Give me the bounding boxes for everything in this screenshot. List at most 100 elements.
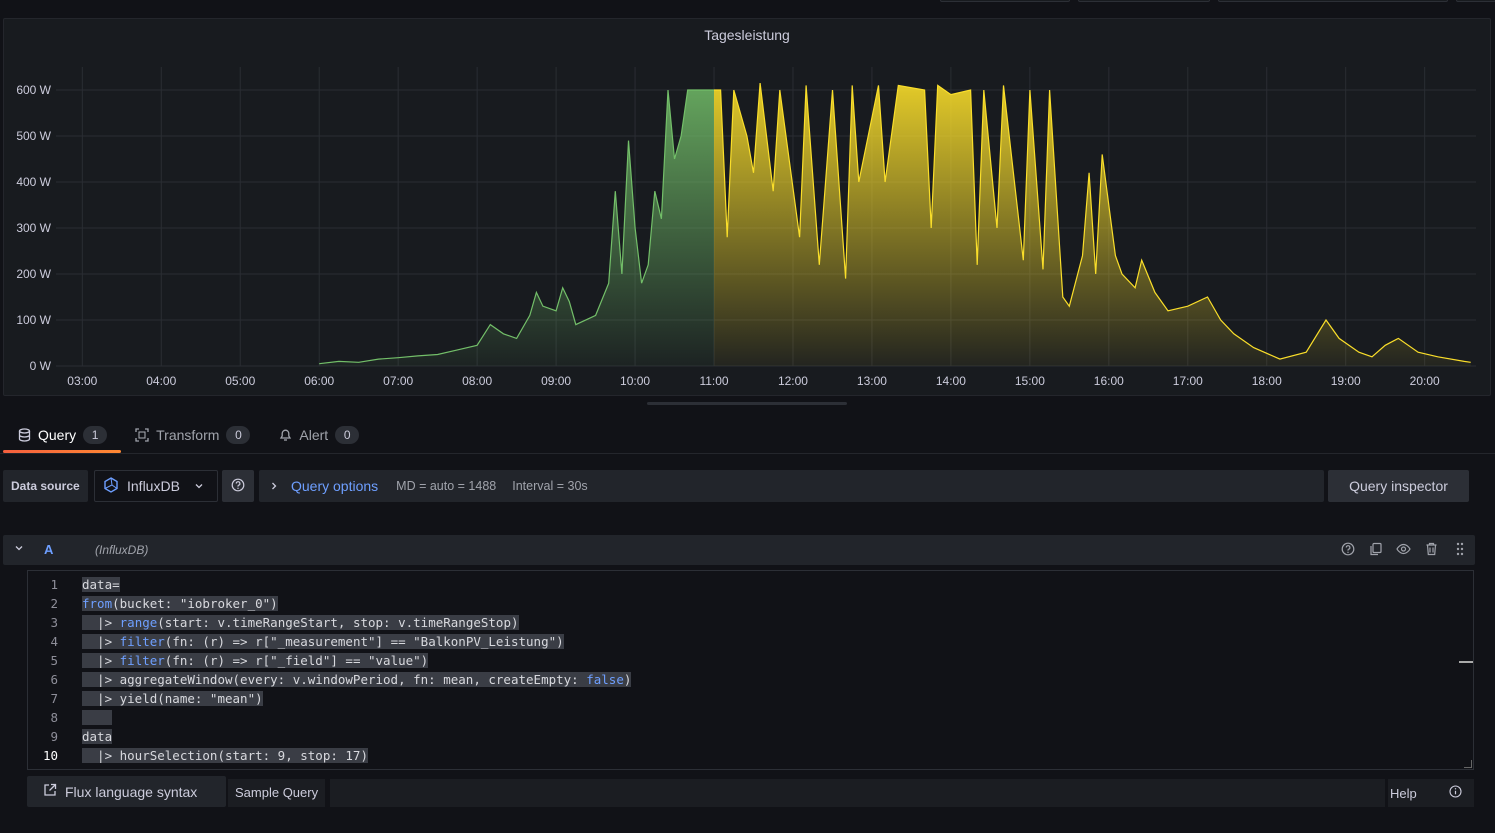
selected-code-text: |> aggregateWindow(every: v.windowPeriod… <box>82 672 632 687</box>
code-line[interactable]: data= <box>82 575 631 594</box>
y-tick-label: 100 W <box>16 313 51 327</box>
line-number: 10 <box>42 748 58 763</box>
x-tick-label: 14:00 <box>936 374 966 388</box>
eye-icon[interactable] <box>1396 541 1411 557</box>
max-data-points: MD = auto = 1488 <box>396 479 497 493</box>
series-line-green <box>319 89 715 365</box>
x-tick-label: 06:00 <box>304 374 334 388</box>
duplicate-icon[interactable] <box>1368 541 1383 557</box>
x-tick-label: 05:00 <box>225 374 255 388</box>
help-button[interactable]: Help <box>1388 779 1474 807</box>
code-line[interactable]: |> range(start: v.timeRangeStart, stop: … <box>82 613 631 632</box>
x-tick-label: 12:00 <box>778 374 808 388</box>
datasource-row: Data source InfluxDB Query options MD = … <box>3 470 1491 502</box>
panel-title: Tagesleistung <box>704 27 790 43</box>
help-label: Help <box>1390 785 1417 801</box>
flux-code-editor[interactable]: 1 2 3 4 5 6 7 8 9 10 data= from(bucket: "iobroker_… <box>27 570 1474 770</box>
tabs-divider <box>0 453 1495 454</box>
database-icon <box>17 428 31 442</box>
drag-handle-icon[interactable] <box>1452 541 1467 557</box>
x-tick-label: 17:00 <box>1173 374 1203 388</box>
tab-alert[interactable]: Alert 0 <box>264 418 373 452</box>
x-tick-label: 19:00 <box>1331 374 1361 388</box>
query-row-header[interactable]: A (InfluxDB) <box>3 535 1475 565</box>
flux-syntax-link[interactable]: Flux language syntax <box>27 776 226 807</box>
tab-transform[interactable]: Transform 0 <box>121 418 264 452</box>
series-area-green <box>319 90 715 366</box>
sample-query-button[interactable]: Sample Query <box>228 779 326 807</box>
code-line[interactable]: |> aggregateWindow(every: v.windowPeriod… <box>82 670 632 689</box>
code-line[interactable] <box>82 708 631 727</box>
chart-series <box>319 83 1471 366</box>
datasource-picker[interactable]: InfluxDB <box>94 470 218 502</box>
trash-icon[interactable] <box>1424 541 1439 557</box>
panel-resize-splitter[interactable] <box>647 402 847 405</box>
series-segment-after-threshold <box>714 83 1471 366</box>
scrollbar-marker[interactable] <box>1459 661 1473 663</box>
x-axis: 03:00 04:00 05:00 06:00 07:00 08:00 09:00 10:00… <box>67 374 1440 388</box>
datasource-help-button[interactable] <box>222 470 254 502</box>
code-line[interactable]: data <box>82 727 631 746</box>
x-tick-label: 07:00 <box>383 374 413 388</box>
query-options-toggle[interactable]: Query options MD = auto = 1488 Interval … <box>259 470 1324 502</box>
x-tick-label: 13:00 <box>857 374 887 388</box>
query-inspector-button[interactable]: Query inspector <box>1328 470 1469 502</box>
y-tick-label: 300 W <box>16 221 51 235</box>
x-tick-label: 16:00 <box>1094 374 1124 388</box>
line-number-gutter: 1 2 3 4 5 6 7 8 9 10 <box>28 575 72 765</box>
line-number: 6 <box>50 672 58 687</box>
x-tick-label: 09:00 <box>541 374 571 388</box>
x-tick-label: 04:00 <box>146 374 176 388</box>
tab-transform-count: 0 <box>226 426 251 444</box>
tab-query[interactable]: Query 1 <box>3 418 122 453</box>
chevron-down-icon <box>194 478 204 494</box>
y-axis: 0 W 100 W 200 W 300 W 400 W 500 W 600 W <box>16 83 51 373</box>
selected-code-text <box>82 710 113 725</box>
selected-code-text: data <box>82 729 113 744</box>
external-link-icon <box>43 783 57 800</box>
x-tick-label: 20:00 <box>1410 374 1440 388</box>
line-number: 5 <box>50 653 58 668</box>
toolbar-button[interactable] <box>1078 0 1210 2</box>
line-number: 4 <box>50 634 58 649</box>
selected-code-text: |> yield(name: "mean") <box>82 691 263 706</box>
y-tick-label: 200 W <box>16 267 51 281</box>
tab-alert-label: Alert <box>299 427 329 443</box>
x-tick-label: 10:00 <box>620 374 650 388</box>
code-line[interactable]: |> hourSelection(start: 9, stop: 17) <box>82 746 631 765</box>
chevron-right-icon <box>269 479 279 494</box>
help-circle-icon[interactable] <box>1340 541 1355 557</box>
line-number: 3 <box>50 615 58 630</box>
x-tick-label: 08:00 <box>462 374 492 388</box>
tab-query-count: 1 <box>83 426 108 444</box>
code-content[interactable]: data= from(bucket: "iobroker_0") |> range… <box>82 575 632 765</box>
code-line[interactable]: |> filter(fn: (r) => r["_measurement"] =… <box>82 632 631 651</box>
tab-alert-count: 0 <box>335 426 360 444</box>
selected-code-text: |> hourSelection(start: 9, stop: 17) <box>82 748 368 763</box>
top-toolbar <box>0 0 1495 18</box>
toolbar-button[interactable] <box>940 0 1070 2</box>
bell-icon <box>278 428 292 442</box>
line-number: 2 <box>50 596 58 611</box>
y-tick-label: 600 W <box>16 83 51 97</box>
toolbar-button[interactable] <box>1218 0 1448 2</box>
y-tick-label: 0 W <box>30 359 52 373</box>
tab-query-label: Query <box>38 427 77 443</box>
transform-icon <box>135 428 149 442</box>
query-ref-id[interactable]: A <box>44 542 54 557</box>
datasource-label: Data source <box>3 470 88 502</box>
code-line[interactable]: |> filter(fn: (r) => r["_field"] == "val… <box>82 651 631 670</box>
selected-code-text: |> range(start: v.timeRangeStart, stop: … <box>82 615 519 630</box>
x-tick-label: 11:00 <box>699 374 728 388</box>
chevron-down-icon[interactable] <box>14 543 24 556</box>
x-tick-label: 15:00 <box>1015 374 1045 388</box>
info-icon <box>1449 785 1462 801</box>
code-line[interactable]: from(bucket: "iobroker_0") <box>82 594 631 613</box>
editor-resize-handle[interactable] <box>1464 760 1472 768</box>
line-number: 1 <box>50 577 58 592</box>
code-line[interactable]: |> yield(name: "mean") <box>82 689 631 708</box>
series-segment-before-threshold <box>319 89 715 366</box>
toolbar-button[interactable] <box>1456 0 1495 2</box>
line-number: 7 <box>50 691 58 706</box>
